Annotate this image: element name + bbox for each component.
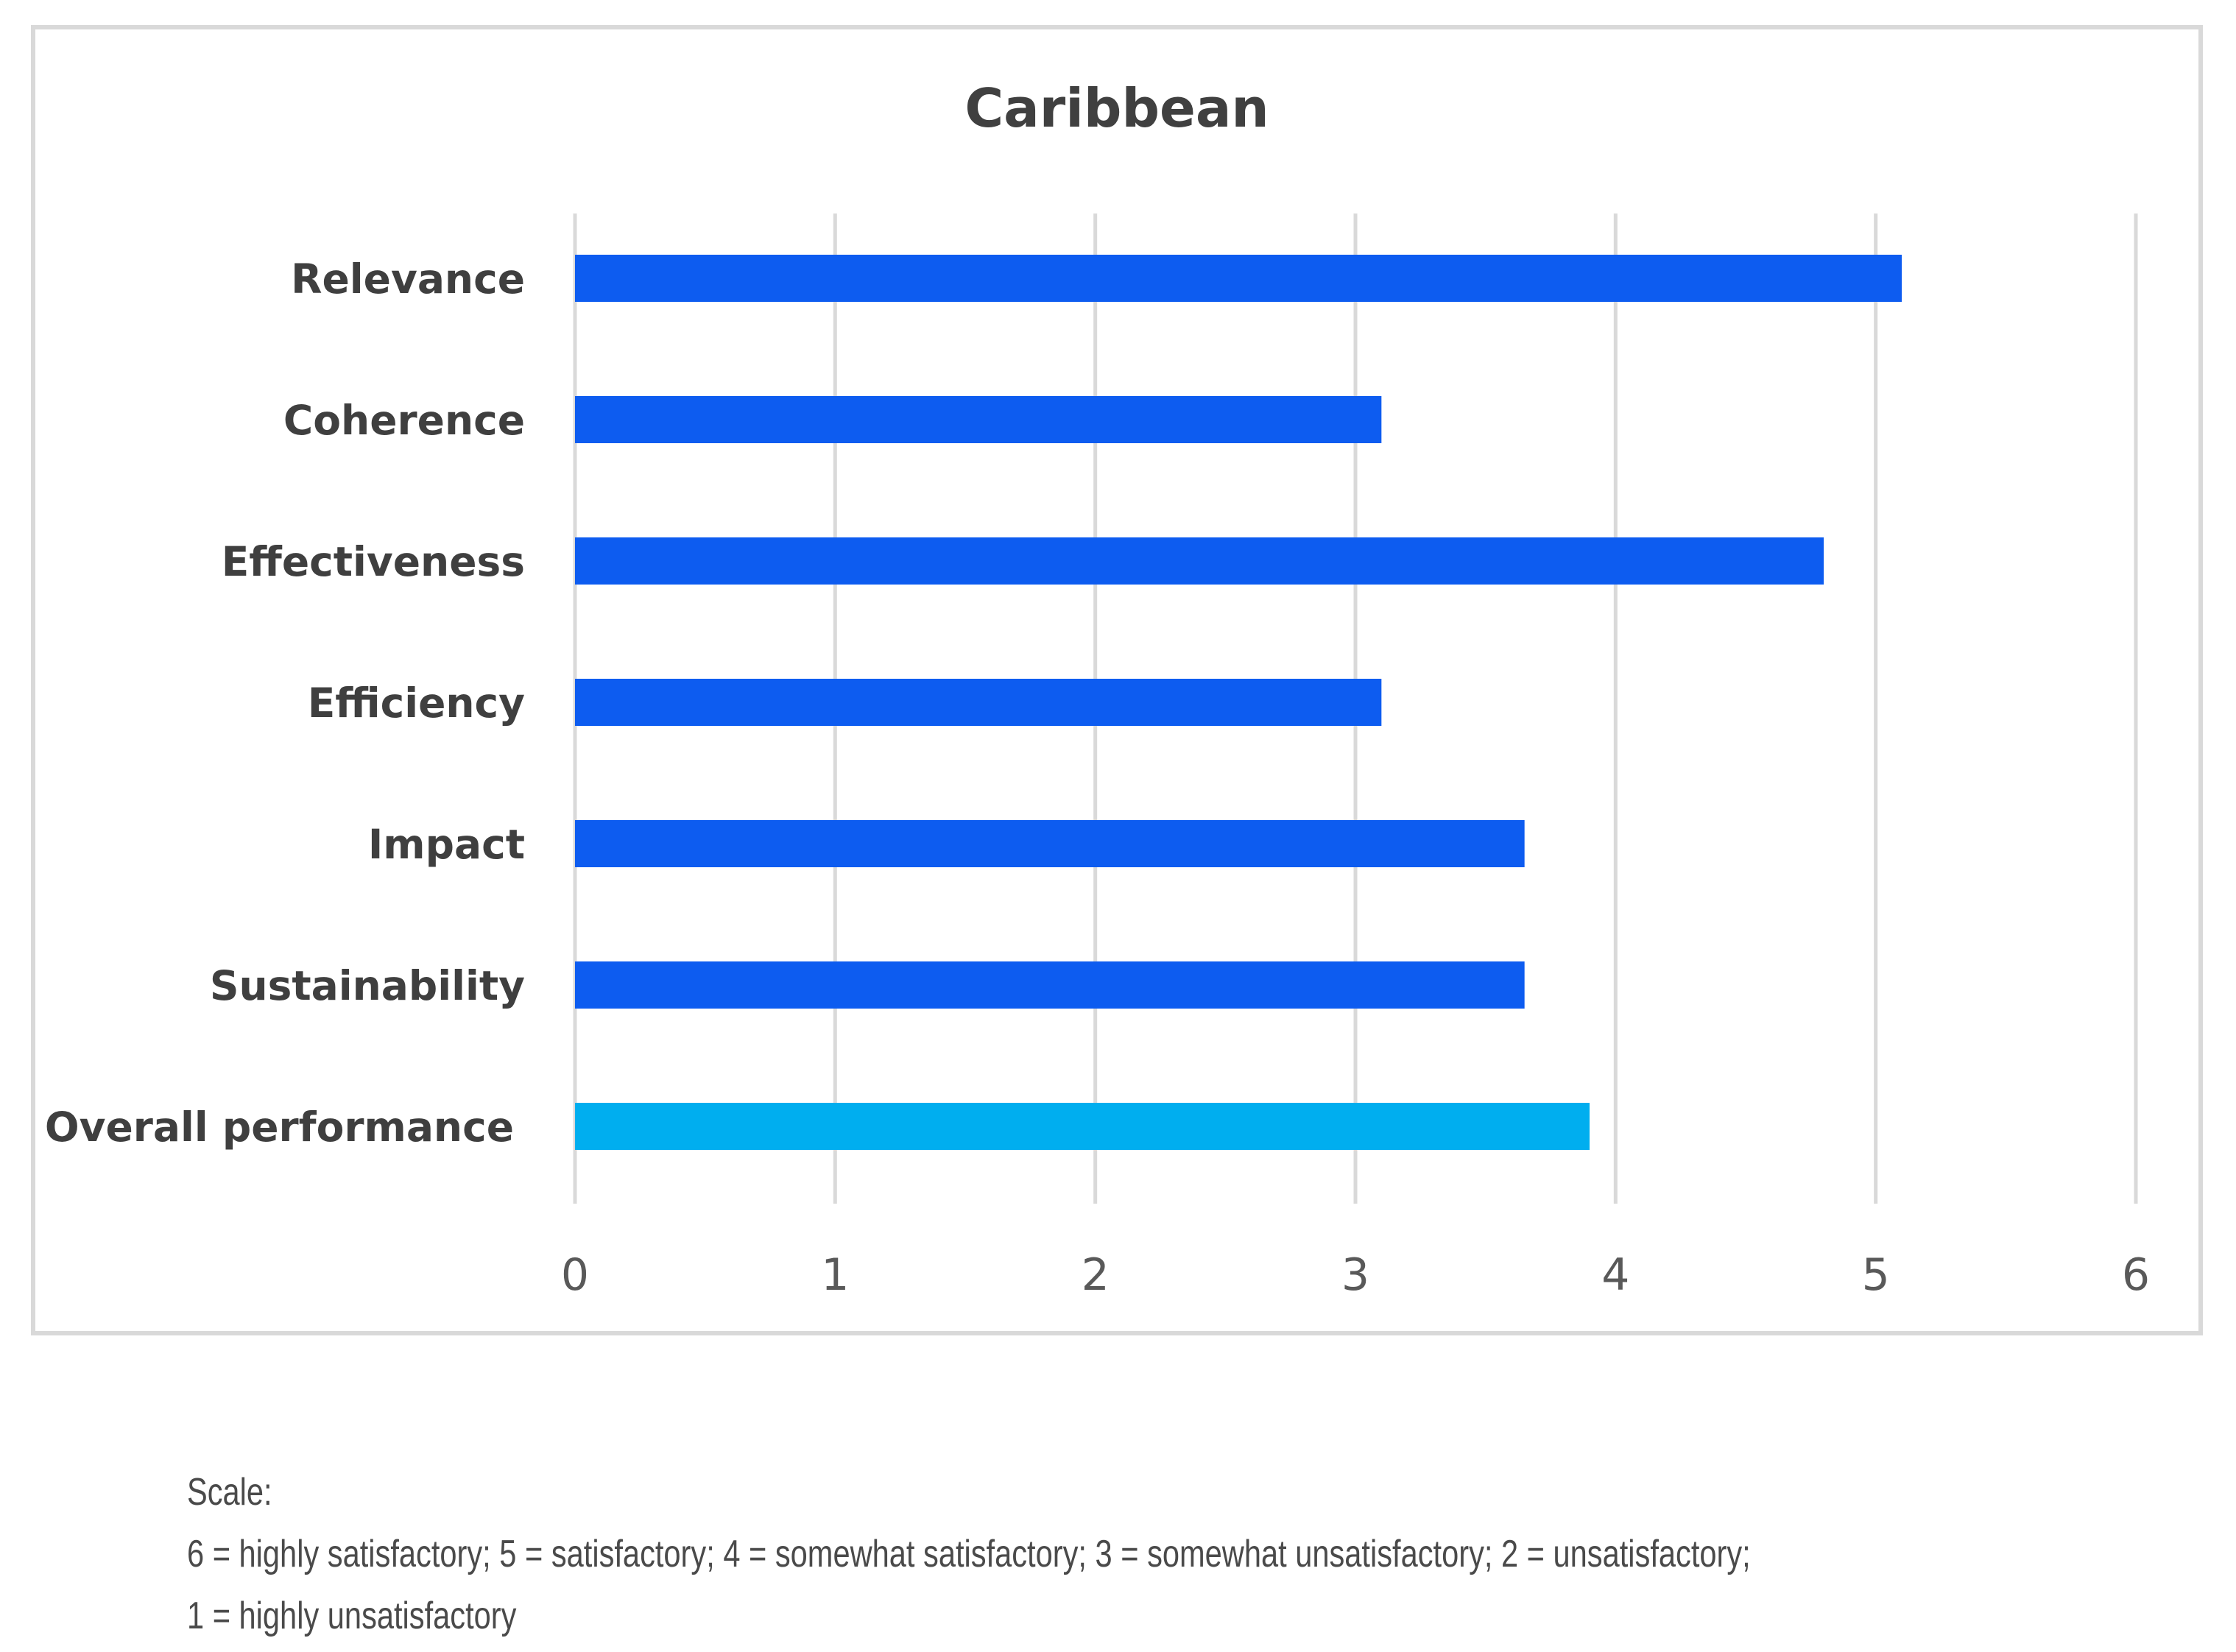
bar-coherence: [575, 396, 1382, 443]
chart-title: Caribbean: [964, 77, 1269, 139]
x-axis-tick-labels: 0 1 2 3 4 5 6: [561, 1249, 2150, 1301]
category-labels: Relevance Coherence Effectiveness Efficienc…: [45, 255, 525, 1151]
scale-note-definitions: 6 = highly satisfactory; 5 = satisfactor…: [187, 1533, 1751, 1575]
scale-note-heading: Scale:: [187, 1471, 272, 1514]
bar-efficiency: [575, 679, 1382, 726]
x-tick-label-2: 2: [1082, 1249, 1110, 1301]
bar-impact: [575, 820, 1525, 867]
x-tick-label-3: 3: [1341, 1249, 1369, 1301]
category-label-coherence: Coherence: [283, 397, 525, 444]
category-label-relevance: Relevance: [291, 255, 525, 303]
x-tick-label-4: 4: [1601, 1249, 1629, 1301]
bar-overall-performance: [575, 1103, 1590, 1150]
category-label-overall-performance: Overall performance: [45, 1104, 514, 1151]
category-label-effectiveness: Effectiveness: [222, 538, 525, 585]
bar-sustainability: [575, 961, 1525, 1009]
x-tick-label-1: 1: [821, 1249, 849, 1301]
x-tick-label-6: 6: [2122, 1249, 2150, 1301]
category-label-efficiency: Efficiency: [308, 679, 525, 727]
x-tick-label-0: 0: [561, 1249, 589, 1301]
x-tick-label-5: 5: [1862, 1249, 1890, 1301]
category-label-sustainability: Sustainability: [210, 962, 525, 1009]
bar-chart: Caribbean Relevance Coherence Effectivenes…: [45, 77, 2150, 1301]
scale-note-definitions-cont: 1 = highly unsatisfactory: [187, 1595, 517, 1637]
bar-effectiveness: [575, 537, 1824, 585]
category-label-impact: Impact: [368, 821, 525, 868]
bars: [575, 255, 1902, 1150]
scale-note: Scale: 6 = highly satisfactory; 5 = sati…: [187, 1461, 1777, 1647]
bar-relevance: [575, 255, 1902, 302]
chart-frame: Caribbean Relevance Coherence Effectivenes…: [31, 25, 2203, 1335]
